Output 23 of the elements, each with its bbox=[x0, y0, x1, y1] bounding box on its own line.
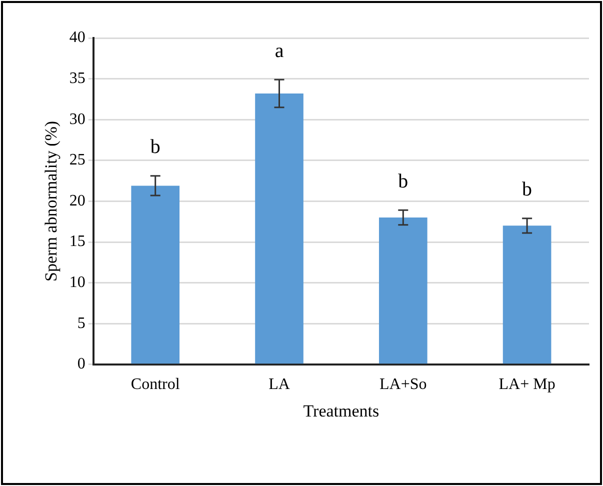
y-tick-label: 35 bbox=[69, 70, 86, 88]
annotation: b bbox=[522, 178, 532, 201]
x-tick-label: LA+ Mp bbox=[498, 376, 556, 394]
y-tick-label: 5 bbox=[77, 314, 86, 332]
x-tick-label: LA+So bbox=[380, 376, 427, 394]
bar bbox=[378, 218, 428, 364]
annotation: a bbox=[274, 40, 284, 62]
y-tick-label: 0 bbox=[77, 356, 86, 373]
y-tick-label: 10 bbox=[69, 274, 86, 292]
bar bbox=[131, 186, 180, 364]
annotation: b bbox=[398, 170, 408, 192]
y-tick-label: 40 bbox=[69, 29, 86, 46]
y-tick-label: 25 bbox=[69, 152, 86, 169]
y-axis-title: Sperm abnormality (%) bbox=[42, 120, 61, 282]
y-tick-label: 15 bbox=[69, 233, 86, 250]
x-axis-title: Treatments bbox=[303, 401, 380, 420]
x-tick-label: LA bbox=[268, 376, 290, 394]
annotation: b bbox=[150, 136, 160, 158]
y-tick-label: 20 bbox=[69, 192, 86, 210]
bar bbox=[502, 226, 552, 364]
x-tick-label: Control bbox=[130, 376, 180, 394]
y-tick-label: 30 bbox=[69, 110, 86, 128]
bar bbox=[255, 93, 304, 364]
